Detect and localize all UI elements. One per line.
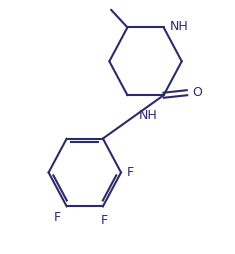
Text: F: F <box>54 211 61 225</box>
Text: NH: NH <box>139 109 158 122</box>
Text: O: O <box>192 86 202 99</box>
Text: F: F <box>127 166 134 179</box>
Text: F: F <box>101 214 108 227</box>
Text: NH: NH <box>169 20 188 33</box>
